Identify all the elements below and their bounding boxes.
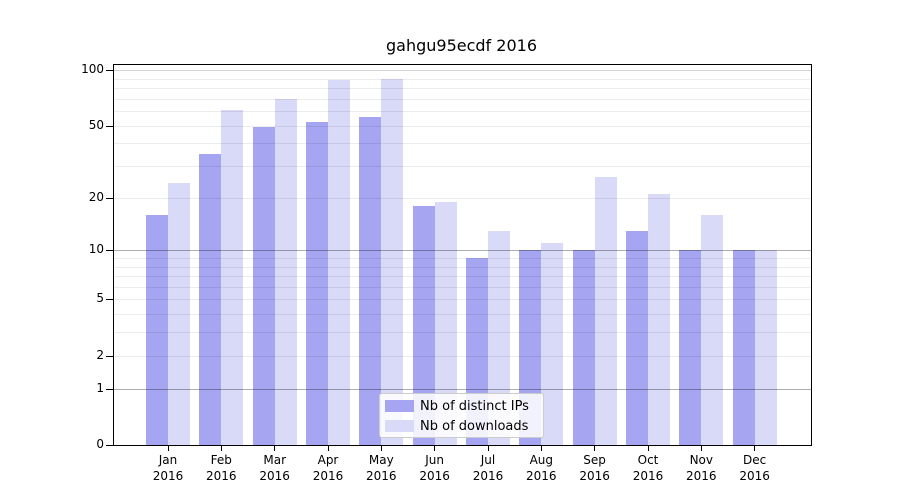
bar [359, 116, 382, 445]
x-tick-mark [594, 445, 596, 451]
legend: Nb of distinct IPs Nb of downloads [379, 393, 544, 438]
bar [754, 250, 777, 445]
bar [701, 214, 724, 445]
bar [648, 193, 670, 445]
y-tick-mark [106, 197, 113, 199]
x-tick-mark [647, 445, 649, 451]
x-tick-label: Nov 2016 [686, 453, 717, 483]
x-tick-mark [380, 445, 382, 451]
x-tick-mark [754, 445, 756, 451]
y-tick-label: 0 [96, 437, 104, 451]
bar [306, 122, 328, 445]
x-tick-mark [220, 445, 222, 451]
bar [732, 250, 755, 445]
x-tick-mark [700, 445, 702, 451]
bar [679, 250, 702, 445]
y-tick-mark [106, 250, 113, 252]
x-tick-mark [434, 445, 436, 451]
bar [541, 243, 564, 445]
y-tick-mark [106, 445, 113, 446]
legend-swatch [385, 420, 414, 432]
y-tick-label: 100 [81, 62, 104, 76]
y-tick-label: 2 [96, 347, 104, 362]
y-tick-mark [106, 355, 113, 357]
x-tick-label: Feb 2016 [206, 453, 237, 483]
bar [199, 153, 222, 445]
y-tick-label: 20 [88, 189, 104, 204]
legend-label: Nb of downloads [420, 418, 529, 434]
chart-title: gahgu95ecdf 2016 [386, 36, 537, 55]
y-tick-label: 50 [88, 117, 104, 132]
x-tick-mark [167, 445, 169, 451]
bar [594, 177, 617, 445]
y-tick-label: 5 [96, 291, 104, 306]
y-tick-mark [106, 125, 113, 127]
x-tick-label: Dec 2016 [739, 453, 770, 483]
bar [146, 214, 168, 445]
x-tick-label: Jun 2016 [419, 453, 450, 483]
y-tick-mark [106, 388, 113, 390]
bar [572, 250, 595, 445]
bar [168, 183, 190, 445]
x-tick-label: Aug 2016 [526, 453, 557, 483]
y-tick-mark [106, 299, 113, 301]
y-tick-label: 1 [96, 380, 104, 395]
legend-row: Nb of distinct IPs [385, 398, 535, 414]
bar [434, 201, 457, 445]
bar [328, 80, 350, 445]
bar [274, 98, 297, 445]
bars-layer [114, 65, 811, 445]
x-tick-label: Mar 2016 [259, 453, 290, 483]
x-tick-label: Jan 2016 [152, 453, 184, 483]
y-tick-mark [106, 70, 113, 71]
bar [381, 78, 404, 445]
x-tick-label: Apr 2016 [312, 453, 344, 483]
plot-area: Nb of distinct IPs Nb of downloads 0 1 2 5 10… [81, 62, 812, 483]
x-tick-label: Jul 2016 [472, 453, 504, 483]
x-tick-label: Sep 2016 [579, 453, 610, 483]
bar [488, 230, 510, 445]
x-tick-mark [487, 445, 489, 451]
bar [252, 127, 275, 445]
x-tick-mark [327, 445, 329, 451]
x-tick-mark [274, 445, 276, 451]
x-tick-label: Oct 2016 [632, 453, 664, 483]
bar [626, 230, 648, 445]
y-tick-label: 10 [88, 242, 104, 257]
legend-swatch [385, 400, 414, 412]
x-tick-label: May 2016 [366, 453, 397, 483]
legend-label: Nb of distinct IPs [420, 398, 529, 414]
legend-row: Nb of downloads [385, 418, 535, 434]
x-tick-mark [540, 445, 542, 451]
bar [221, 109, 244, 445]
bar [412, 205, 435, 445]
